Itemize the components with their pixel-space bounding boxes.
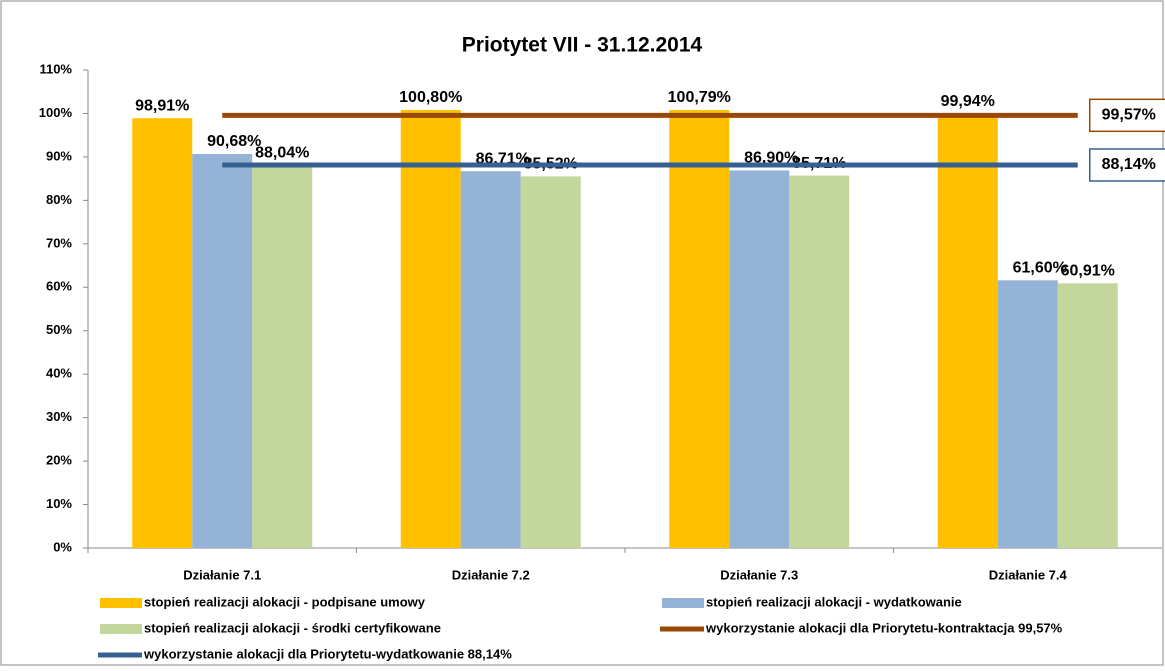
bar bbox=[669, 110, 730, 548]
data-label: 60,91% bbox=[1061, 263, 1115, 280]
data-label: 88,04% bbox=[255, 145, 309, 162]
legend-label: wykorzystanie alokacji dla Priorytetu-ko… bbox=[705, 620, 1063, 635]
x-tick-label: Działanie 7.1 bbox=[183, 567, 261, 582]
reference-label-box bbox=[1089, 148, 1165, 182]
data-label: 61,60% bbox=[1013, 260, 1067, 277]
legend-swatch bbox=[100, 624, 142, 634]
bar bbox=[520, 176, 581, 549]
bar bbox=[789, 175, 850, 548]
y-tick-label: 0% bbox=[53, 539, 72, 554]
y-tick-label: 80% bbox=[46, 192, 72, 207]
legend-swatch bbox=[100, 598, 142, 608]
data-label: 90,68% bbox=[207, 133, 261, 150]
y-tick-label: 40% bbox=[46, 366, 72, 381]
legend-label: stopień realizacji alokacji - środki cer… bbox=[144, 620, 441, 635]
data-label: 100,80% bbox=[399, 89, 462, 106]
reference-label: 88,14% bbox=[1102, 156, 1156, 173]
y-tick-label: 10% bbox=[46, 496, 72, 511]
x-tick-label: Działanie 7.4 bbox=[989, 567, 1068, 582]
legend-label: wykorzystanie alokacji dla Priorytetu-wy… bbox=[143, 646, 512, 661]
legend-label: stopień realizacji alokacji - podpisane … bbox=[144, 594, 426, 609]
bar bbox=[937, 113, 998, 548]
bar bbox=[1057, 283, 1118, 548]
chart-title: Priotytet VII - 31.12.2014 bbox=[462, 34, 703, 57]
y-tick-label: 70% bbox=[46, 235, 72, 250]
data-label: 98,91% bbox=[135, 97, 189, 114]
data-label: 86,90% bbox=[744, 150, 798, 167]
reference-label-box bbox=[1089, 98, 1165, 133]
data-label: 99,94% bbox=[941, 93, 995, 110]
reference-label: 99,57% bbox=[1102, 107, 1156, 124]
legend-swatch bbox=[662, 598, 704, 608]
x-tick-label: Działanie 7.3 bbox=[720, 567, 798, 582]
bar bbox=[460, 171, 521, 549]
y-tick-label: 100% bbox=[39, 105, 73, 120]
y-tick-label: 90% bbox=[46, 148, 72, 163]
legend-label: stopień realizacji alokacji - wydatkowan… bbox=[706, 594, 962, 609]
y-tick-label: 50% bbox=[46, 322, 72, 337]
bar bbox=[132, 118, 193, 548]
y-tick-label: 30% bbox=[46, 409, 72, 424]
y-tick-label: 110% bbox=[39, 61, 72, 76]
y-tick-label: 20% bbox=[46, 453, 72, 468]
bar bbox=[997, 280, 1058, 548]
bar bbox=[729, 170, 790, 548]
y-tick-label: 60% bbox=[46, 279, 72, 294]
bar bbox=[400, 109, 461, 548]
x-tick-label: Działanie 7.2 bbox=[452, 567, 530, 582]
bar bbox=[192, 153, 253, 549]
data-label: 100,79% bbox=[668, 89, 731, 106]
bar bbox=[252, 165, 313, 548]
